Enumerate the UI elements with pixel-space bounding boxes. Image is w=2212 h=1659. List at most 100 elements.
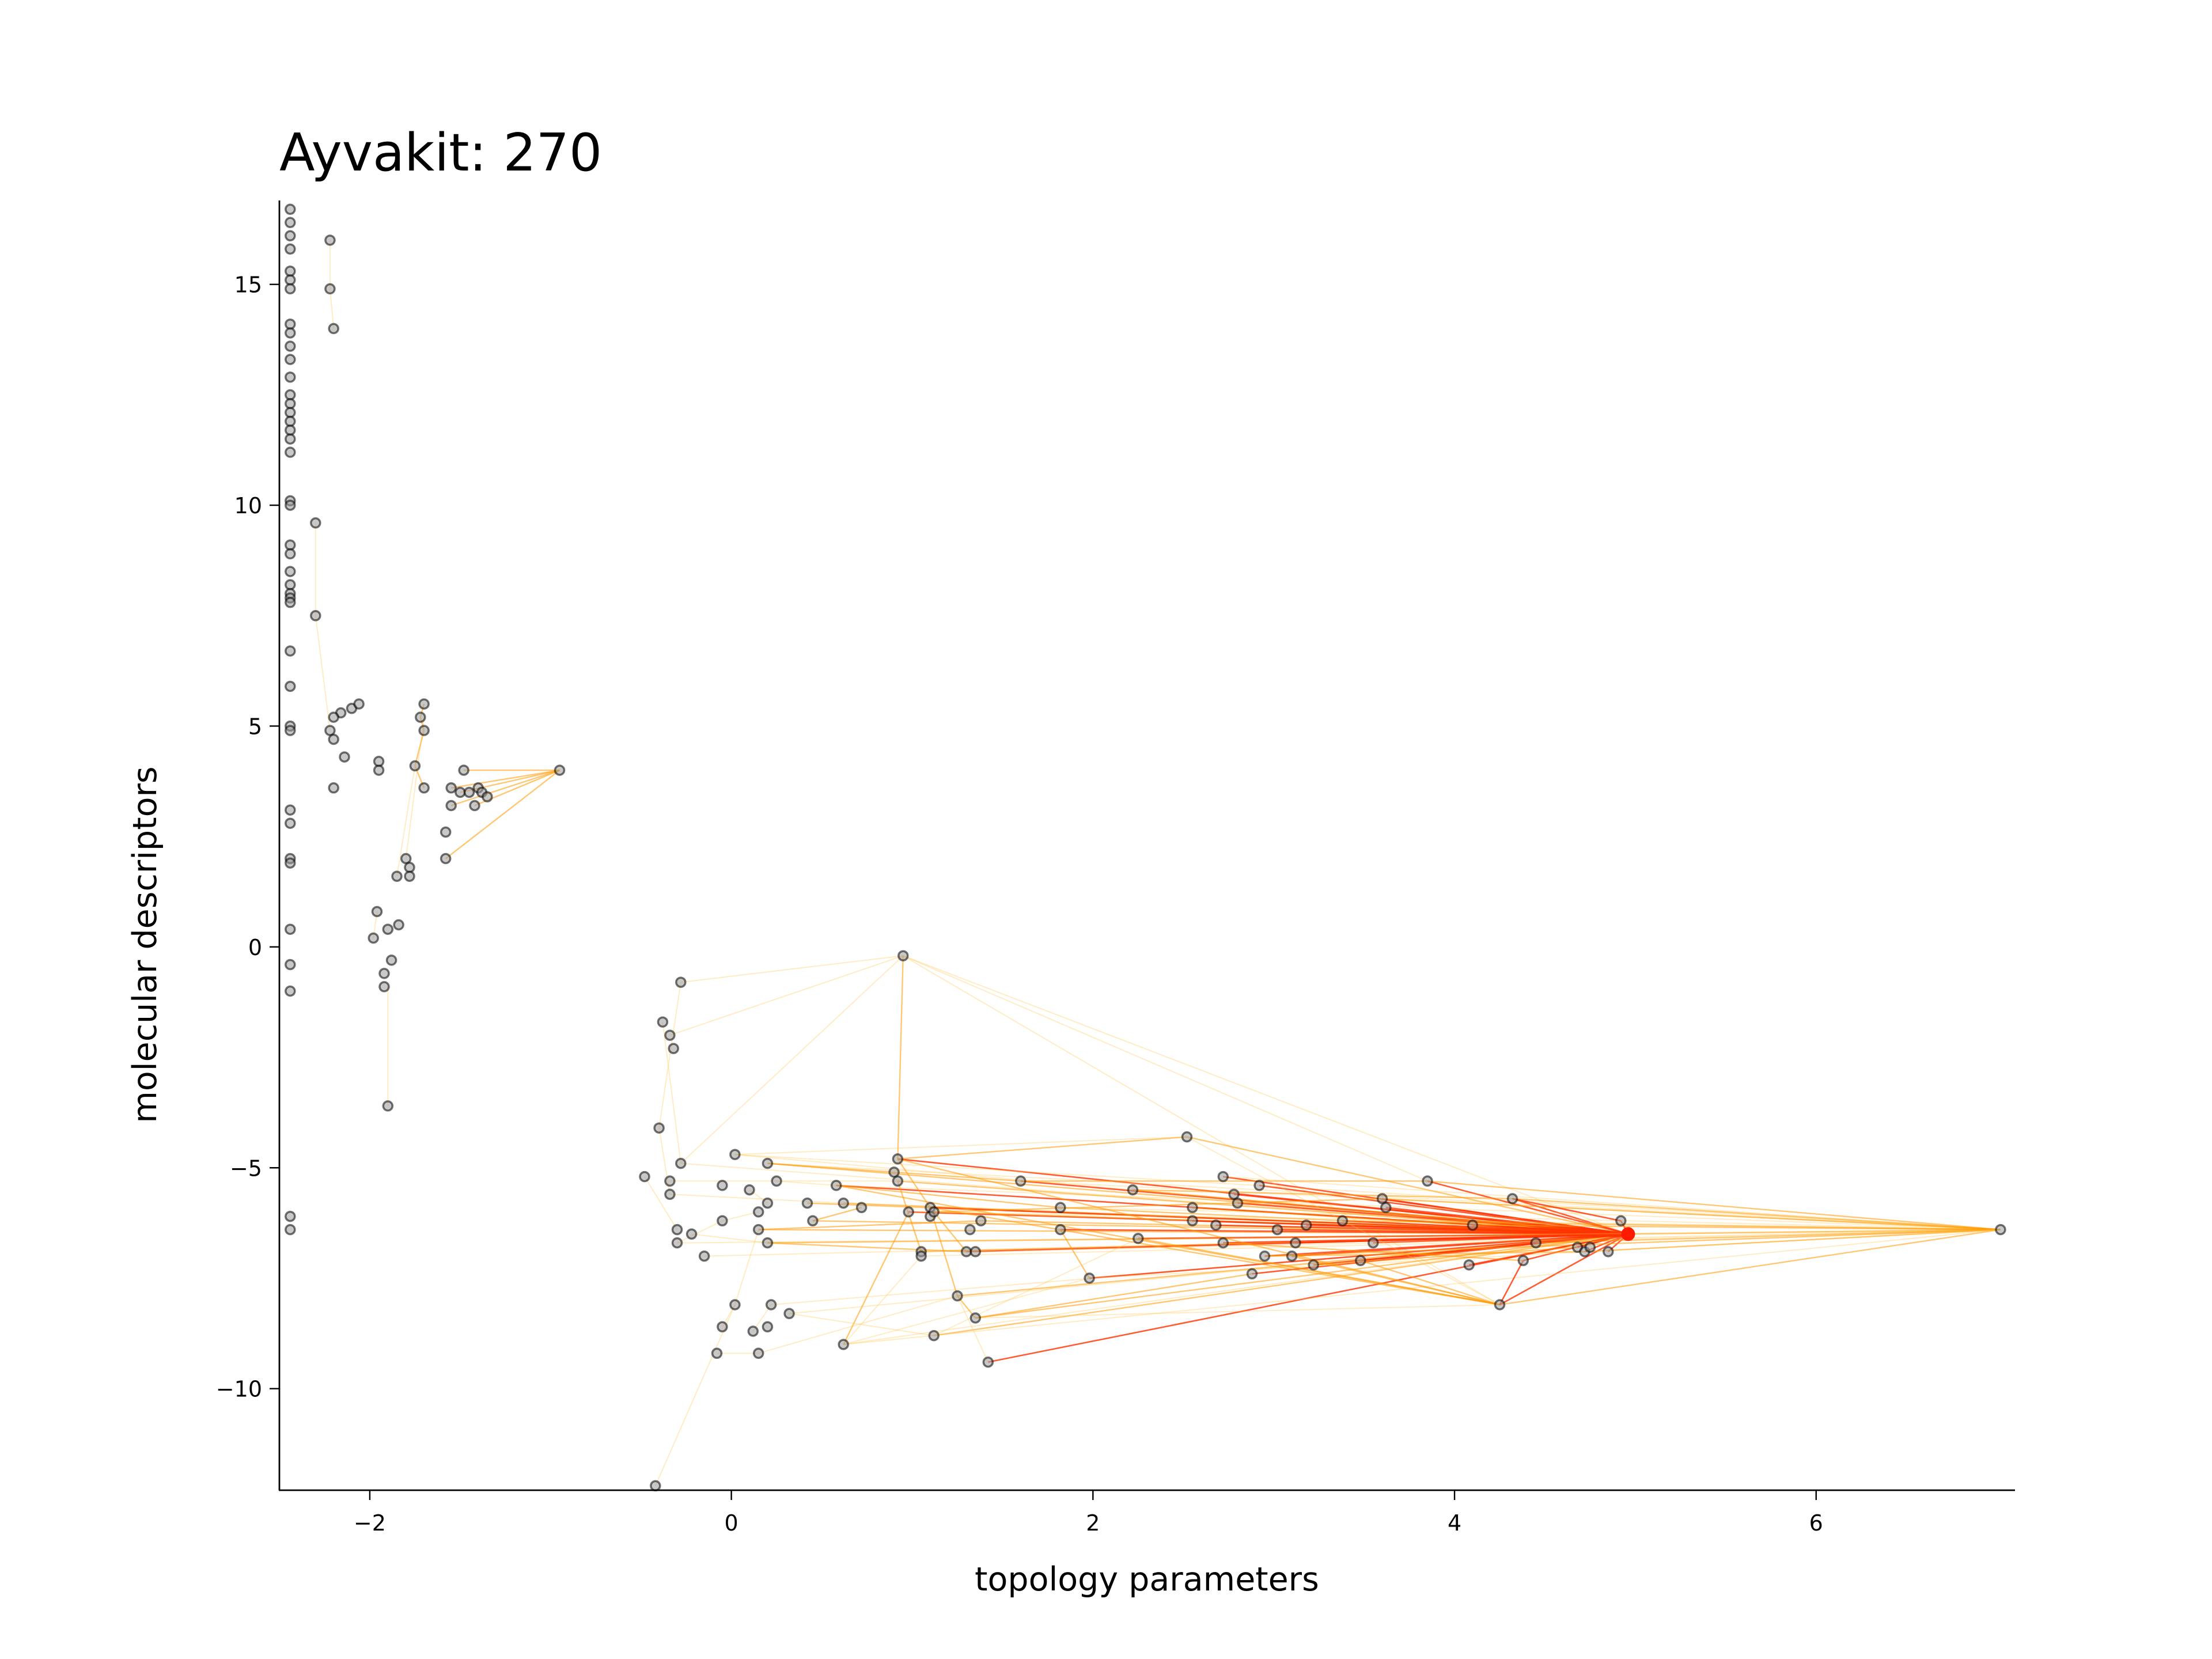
data-point [1132,1233,1144,1244]
data-point [717,1215,728,1227]
data-point [418,698,430,710]
data-point [639,1171,650,1183]
data-point [783,1308,795,1320]
data-point [1271,1224,1283,1236]
data-point [285,217,296,229]
data-point [1603,1246,1614,1257]
network-edge [669,1194,844,1204]
data-point [285,397,296,410]
network-edge [680,955,904,1164]
data-point [469,800,480,812]
data-point [952,1290,963,1302]
data-point [554,764,566,776]
data-point [671,1224,683,1236]
y-tick-label: −10 [216,1377,262,1402]
data-point [391,870,403,882]
points-layer [285,203,2006,1492]
network-edge [1499,1233,1629,1306]
network-edge [758,1295,958,1354]
network-edge [691,1233,768,1244]
network-edge [957,1296,989,1363]
data-point [285,340,296,352]
data-point [285,1210,296,1222]
network-edge [1187,1136,1628,1235]
data-point [1376,1193,1388,1205]
network-edge [396,766,416,877]
data-point [664,1175,676,1187]
data-point [897,950,909,961]
network-edge [1360,1260,1500,1306]
data-point [418,725,430,736]
data-point [752,1347,764,1359]
network-edge [734,1229,759,1305]
network-edge [1512,1198,2001,1230]
data-point [747,1325,759,1337]
network-edge [777,1180,836,1186]
data-point [698,1250,710,1262]
network-edge [1138,1237,1500,1306]
data-point [1355,1255,1366,1267]
data-point [285,1224,296,1236]
data-point [892,1153,904,1165]
network-edge [930,1207,1628,1235]
data-point [373,764,385,776]
network-edge [329,289,335,329]
x-axis-label: topology parameters [975,1560,1319,1599]
network-edge [975,1233,1628,1319]
chart-title: Ayvakit: 270 [279,123,602,183]
network-edge [680,955,903,983]
y-tick-label: −5 [230,1156,262,1181]
network-edge [734,1136,1187,1156]
data-point [482,791,493,802]
data-point [378,981,390,993]
data-point [328,733,339,745]
data-point [830,1180,842,1191]
data-point [838,1339,849,1350]
data-point [339,751,350,763]
network-edge [1499,1229,2001,1306]
data-point [685,1228,698,1240]
network-edge [903,955,1501,1305]
data-point [888,1166,900,1178]
data-point [675,976,687,988]
data-point [915,1250,927,1262]
data-point [440,853,452,865]
data-point [409,760,421,772]
data-point [1615,1215,1627,1227]
network-edge [1264,1229,2001,1257]
data-point [729,1149,741,1160]
data-point [1084,1272,1095,1284]
network-edge [445,770,560,859]
data-point [807,1215,819,1227]
network-edge [1192,1207,1473,1226]
data-point [671,1237,683,1249]
data-point [1246,1268,1258,1280]
network-edge [1277,1229,1628,1235]
data-point [1187,1215,1198,1227]
data-point [1506,1193,1518,1205]
data-point [765,1299,777,1310]
network-edge [1512,1198,1628,1235]
network-edge [1059,1229,1090,1279]
data-point [928,1330,940,1342]
data-point [1181,1131,1193,1143]
network-edge [1628,1229,2001,1235]
data-point [1467,1219,1479,1231]
data-point [1055,1224,1066,1236]
data-point [1253,1180,1265,1191]
network-edge [903,955,1428,1182]
data-point [960,1246,972,1257]
data-point [838,1197,849,1209]
data-point [1494,1299,1506,1310]
y-axis-label: molecular descriptors [126,766,164,1123]
data-point [664,1188,676,1200]
data-point [711,1347,723,1359]
data-point [1995,1224,2006,1236]
network-edge [1427,1180,1628,1235]
data-point [928,1206,940,1218]
data-point [418,782,430,794]
network-edge [930,1207,1500,1306]
data-point [1300,1219,1312,1231]
network-edge [975,1273,1252,1319]
data-point [285,804,296,816]
